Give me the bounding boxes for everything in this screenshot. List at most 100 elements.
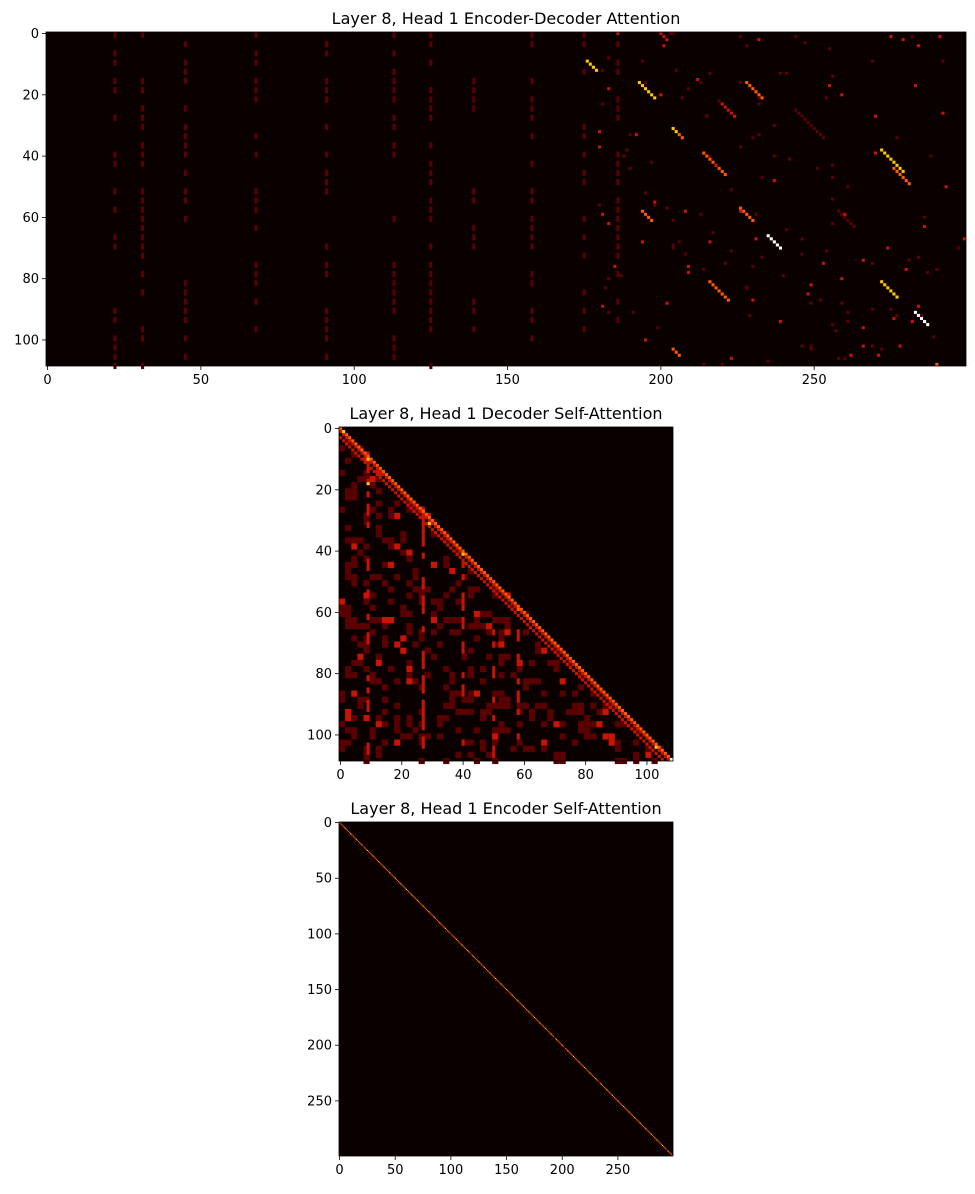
- heatmap-cell: [348, 445, 352, 449]
- heatmap-cell: [388, 485, 392, 489]
- heatmap-cell: [590, 681, 594, 685]
- heatmap-cell: [886, 286, 890, 290]
- plot-frame: [338, 426, 674, 762]
- heatmap-cell: [325, 96, 329, 103]
- heatmap-cell: [547, 659, 554, 667]
- heatmap-cell: [483, 571, 487, 575]
- heatmap-cell: [711, 283, 715, 287]
- heatmap-cell: [532, 620, 536, 624]
- heatmap-cell: [384, 867, 386, 869]
- heatmap-cell: [366, 521, 370, 529]
- heatmap-cell: [184, 133, 188, 140]
- y-tick-label: 50: [315, 872, 332, 887]
- heatmap-cell: [923, 215, 927, 219]
- heatmap-cell: [388, 616, 395, 624]
- heatmap-cell: [547, 644, 551, 648]
- heatmap-cell: [644, 1127, 646, 1129]
- heatmap-cell: [401, 884, 403, 886]
- heatmap-cell: [907, 258, 911, 262]
- heatmap-cell: [254, 59, 258, 66]
- heatmap-cell: [516, 739, 523, 746]
- heatmap-cell: [772, 179, 776, 183]
- heatmap-cell: [348, 439, 352, 443]
- heatmap-cell: [433, 525, 438, 529]
- heatmap-cell: [254, 206, 258, 213]
- heatmap-cell: [351, 616, 358, 624]
- heatmap-cell: [540, 1023, 542, 1025]
- heatmap-cell: [392, 271, 396, 278]
- heatmap-cell: [650, 1133, 652, 1135]
- heatmap-cell: [366, 564, 370, 572]
- heatmap-cell: [353, 843, 355, 845]
- heatmap-cell: [339, 739, 346, 746]
- heatmap-cell: [442, 925, 444, 927]
- heatmap-cell: [439, 922, 441, 924]
- heatmap-cell: [394, 739, 401, 746]
- heatmap-cell: [596, 721, 603, 728]
- heatmap-cell: [375, 678, 382, 685]
- heatmap-cell: [612, 1095, 615, 1098]
- heatmap-cell: [639, 730, 643, 734]
- heatmap-cell: [498, 659, 505, 667]
- heatmap-cell: [528, 659, 536, 667]
- heatmap-cell: [831, 163, 835, 167]
- heatmap-cell: [609, 1092, 611, 1094]
- heatmap-cell: [461, 558, 465, 562]
- heatmap-cell: [141, 32, 145, 39]
- heatmap-cell: [431, 914, 433, 916]
- heatmap-cell: [559, 721, 566, 728]
- heatmap-cell: [455, 552, 459, 556]
- heatmap-cell: [483, 574, 487, 578]
- heatmap-cell: [470, 558, 474, 562]
- heatmap-cell: [616, 1104, 618, 1106]
- heatmap-cell: [392, 142, 396, 149]
- heatmap-cell: [582, 234, 586, 241]
- heatmap-cell: [254, 271, 258, 278]
- heatmap-cell: [369, 466, 373, 470]
- heatmap-cell: [492, 702, 499, 709]
- heatmap-cell: [392, 77, 396, 85]
- heatmap-cell: [495, 586, 499, 590]
- heatmap-cell: [141, 225, 145, 232]
- heatmap-cell: [627, 718, 631, 722]
- heatmap-cell: [726, 108, 730, 112]
- heatmap-cell: [516, 702, 523, 709]
- heatmap-cell: [606, 1089, 608, 1091]
- heatmap-cell: [664, 1147, 666, 1149]
- heatmap-cell: [406, 678, 413, 685]
- heatmap-cell: [537, 1020, 539, 1022]
- heatmap-cell: [443, 684, 450, 691]
- heatmap-cell: [562, 653, 566, 657]
- heatmap-cell: [627, 724, 631, 728]
- heatmap-cell: [516, 604, 520, 608]
- heatmap-cell: [430, 561, 438, 568]
- heatmap-cell: [621, 1104, 623, 1106]
- heatmap-cell: [421, 552, 425, 559]
- heatmap-cell: [895, 313, 899, 317]
- heatmap-cell: [424, 907, 426, 909]
- heatmap-cell: [745, 286, 749, 290]
- heatmap-cell: [602, 1085, 605, 1088]
- heatmap-cell: [504, 987, 507, 990]
- heatmap-cell: [359, 842, 361, 844]
- heatmap-cell: [714, 286, 718, 290]
- heatmap-cell: [613, 264, 617, 268]
- plot-frame: [338, 821, 674, 1157]
- heatmap-cell: [535, 647, 542, 654]
- heatmap-cell: [325, 243, 329, 250]
- heatmap-cell: [628, 166, 632, 170]
- heatmap-cell: [895, 136, 899, 140]
- heatmap-cell: [723, 105, 727, 109]
- heatmap-cell: [394, 485, 398, 489]
- heatmap-cell: [870, 344, 874, 348]
- heatmap-cell: [357, 659, 364, 667]
- heatmap-cell: [530, 188, 534, 195]
- heatmap-cell: [507, 990, 509, 992]
- heatmap-cell: [657, 1140, 659, 1142]
- heatmap-cell: [492, 733, 496, 740]
- heatmap-cell: [630, 718, 634, 722]
- heatmap-cell: [409, 500, 413, 504]
- heatmap-cell: [381, 537, 389, 544]
- heatmap-cell: [394, 543, 401, 550]
